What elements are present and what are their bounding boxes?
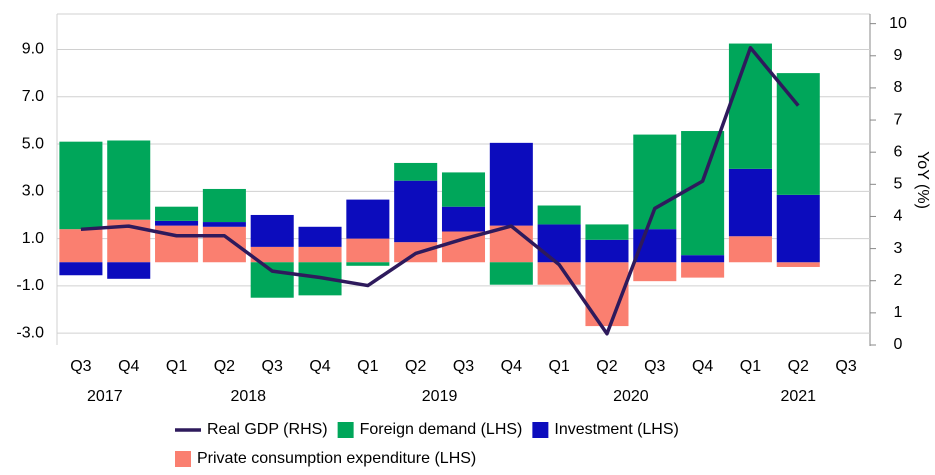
bar-segment bbox=[441, 206, 486, 232]
year-label: 2017 bbox=[87, 388, 123, 405]
bar-segment bbox=[59, 262, 103, 276]
y-tick-label: 1.0 bbox=[22, 230, 44, 247]
y2-tick-label: 4 bbox=[894, 208, 903, 225]
bar-segment bbox=[59, 141, 103, 230]
bar-segment bbox=[107, 262, 151, 279]
y-tick-label: 9.0 bbox=[22, 41, 44, 58]
bar-segment bbox=[155, 206, 199, 221]
y-tick-label: 7.0 bbox=[22, 88, 44, 105]
legend-label: Investment (LHS) bbox=[554, 421, 678, 438]
bar-segment bbox=[585, 239, 629, 263]
x-tick-label: Q2 bbox=[214, 358, 235, 375]
x-tick-label: Q4 bbox=[309, 358, 330, 375]
y-tick-label: 3.0 bbox=[22, 183, 44, 200]
legend-label: Foreign demand (LHS) bbox=[360, 421, 523, 438]
bar-segment bbox=[537, 205, 581, 225]
legend-swatch bbox=[532, 422, 549, 438]
x-tick-label: Q4 bbox=[118, 358, 139, 375]
x-tick-label: Q1 bbox=[740, 358, 761, 375]
y-tick-label: 5.0 bbox=[22, 135, 44, 152]
bar-segment bbox=[776, 194, 820, 263]
bar-segment bbox=[633, 134, 677, 230]
bar-segment bbox=[776, 262, 820, 267]
y2-tick-label: 8 bbox=[894, 79, 903, 96]
y2-tick-label: 7 bbox=[894, 111, 903, 128]
bar-segment bbox=[681, 262, 725, 278]
bar-segment bbox=[441, 172, 486, 207]
legend-swatch bbox=[337, 422, 354, 438]
bar-segment bbox=[298, 246, 342, 263]
bar-segment bbox=[728, 236, 772, 263]
x-tick-label: Q1 bbox=[548, 358, 569, 375]
bar-segment bbox=[346, 262, 390, 266]
bar-segment bbox=[633, 262, 677, 282]
bar-segment bbox=[202, 226, 246, 263]
bar-segment bbox=[346, 199, 390, 239]
y-tick-label: -3.0 bbox=[16, 324, 44, 341]
year-label: 2021 bbox=[780, 388, 816, 405]
bar-segment bbox=[681, 131, 725, 256]
bar-segment bbox=[585, 224, 629, 240]
x-tick-label: Q3 bbox=[453, 358, 474, 375]
legend-swatch bbox=[175, 451, 191, 467]
bar-segment bbox=[202, 188, 246, 223]
y2-tick-label: 1 bbox=[894, 304, 903, 321]
x-tick-label: Q2 bbox=[405, 358, 426, 375]
bar-segment bbox=[681, 255, 725, 263]
legend-label: Private consumption expenditure (LHS) bbox=[197, 450, 476, 467]
x-tick-label: Q3 bbox=[262, 358, 283, 375]
bar-segment bbox=[489, 142, 533, 226]
year-label: 2020 bbox=[613, 388, 649, 405]
year-label: 2019 bbox=[422, 388, 458, 405]
y2-tick-label: 6 bbox=[894, 143, 903, 160]
bar-segment bbox=[202, 222, 246, 227]
y2-tick-label: 0 bbox=[894, 336, 903, 353]
bar-segment bbox=[346, 238, 390, 263]
x-tick-label: Q3 bbox=[70, 358, 91, 375]
x-tick-label: Q2 bbox=[788, 358, 809, 375]
bar-segment bbox=[728, 168, 772, 237]
y2-tick-label: 3 bbox=[894, 240, 903, 257]
bar-segment bbox=[155, 220, 199, 226]
line-series bbox=[80, 45, 800, 336]
bar-segment bbox=[776, 73, 820, 195]
x-tick-label: Q3 bbox=[835, 358, 856, 375]
bar-segment bbox=[250, 246, 294, 263]
y2-tick-label: 2 bbox=[894, 272, 903, 289]
x-tick-label: Q3 bbox=[644, 358, 665, 375]
y2-axis-title: YoY (%) bbox=[914, 151, 931, 209]
bar-segment bbox=[489, 262, 533, 285]
bar-segment bbox=[394, 180, 438, 243]
y2-tick-label: 10 bbox=[889, 15, 907, 32]
x-tick-label: Q2 bbox=[596, 358, 617, 375]
y2-tick-label: 9 bbox=[894, 47, 903, 64]
y-tick-label: -1.0 bbox=[16, 277, 44, 294]
bar-segment bbox=[298, 226, 342, 247]
bar-segment bbox=[107, 140, 151, 220]
y2-tick-label: 5 bbox=[894, 176, 903, 193]
bar-segment bbox=[537, 224, 581, 263]
year-label: 2018 bbox=[230, 388, 266, 405]
x-tick-label: Q4 bbox=[501, 358, 522, 375]
x-tick-label: Q4 bbox=[692, 358, 713, 375]
bar-segment bbox=[728, 43, 772, 169]
bar-segment bbox=[394, 162, 438, 181]
legend-label: Real GDP (RHS) bbox=[207, 421, 328, 438]
x-tick-label: Q1 bbox=[357, 358, 378, 375]
bar-segment bbox=[59, 229, 103, 263]
bar-segment bbox=[250, 262, 294, 298]
bar-segment bbox=[250, 214, 294, 247]
x-tick-label: Q1 bbox=[166, 358, 187, 375]
